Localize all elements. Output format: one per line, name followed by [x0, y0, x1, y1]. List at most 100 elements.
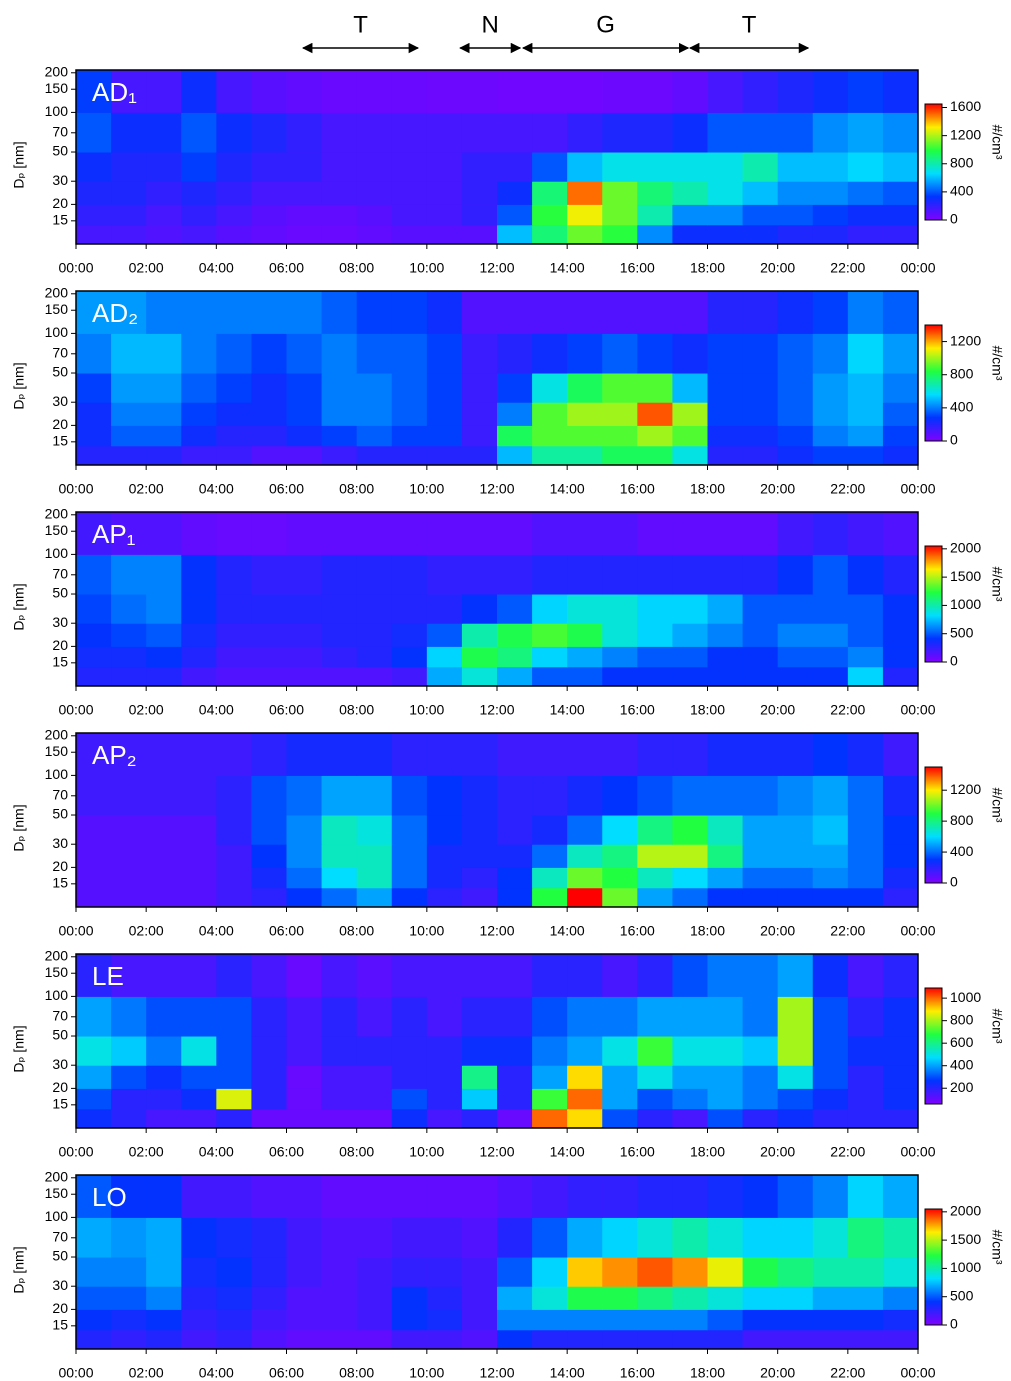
- x-tick-label: 00:00: [900, 702, 935, 718]
- x-tick-label: 00:00: [58, 1365, 93, 1381]
- heat-cell: [461, 1329, 498, 1350]
- heat-cell: [216, 425, 252, 447]
- heat-cell: [146, 1036, 182, 1066]
- heat-cell: [251, 815, 287, 845]
- x-tick-label: 20:00: [760, 923, 795, 939]
- heat-cell: [321, 112, 358, 153]
- heat-cell: [672, 1329, 708, 1350]
- heat-cell: [251, 1088, 287, 1110]
- heat-cell: [286, 373, 323, 403]
- heat-cell: [111, 554, 147, 595]
- heat-cell: [356, 1065, 393, 1089]
- heat-cell: [637, 1175, 673, 1218]
- heat-cell: [216, 867, 252, 889]
- heat-cell: [321, 70, 358, 113]
- heat-cell: [637, 402, 673, 426]
- heat-cell: [426, 70, 463, 113]
- heat-cell: [76, 996, 112, 1037]
- heat-cell: [812, 1065, 849, 1089]
- heat-cell: [111, 1329, 147, 1350]
- heat-cell: [181, 1217, 217, 1258]
- heat-cell: [532, 291, 568, 334]
- heat-cell: [567, 1088, 603, 1110]
- heat-cell: [426, 1088, 463, 1110]
- heat-cell: [76, 112, 112, 153]
- colorbar-tick-label: 400: [950, 1056, 974, 1072]
- heat-cell: [812, 1036, 849, 1066]
- heat-cell: [286, 1217, 323, 1258]
- heat-cell: [847, 775, 884, 816]
- heat-cell: [426, 112, 463, 153]
- heat-cell: [602, 1108, 638, 1129]
- x-tick-label: 04:00: [199, 1365, 234, 1381]
- heat-cell: [251, 867, 287, 889]
- heat-cell: [146, 1329, 182, 1350]
- heat-cell: [286, 844, 323, 868]
- colorbar: [924, 103, 943, 221]
- heat-cell: [567, 867, 603, 889]
- heat-cell: [602, 291, 638, 334]
- heat-cell: [602, 333, 638, 374]
- heat-cell: [391, 373, 428, 403]
- heat-cell: [707, 1036, 744, 1066]
- heat-cell: [356, 291, 393, 334]
- heat-cell: [812, 554, 849, 595]
- heat-cell: [391, 775, 428, 816]
- heat-cell: [532, 623, 568, 647]
- heat-cell: [497, 1329, 533, 1350]
- heat-cell: [426, 646, 463, 668]
- y-tick-label: 30: [52, 1277, 68, 1293]
- heat-cell: [672, 373, 708, 403]
- colorbar-tick-label: 0: [950, 211, 958, 227]
- heat-cell: [181, 152, 217, 182]
- heat-cell: [251, 1217, 287, 1258]
- heat-cell: [111, 666, 147, 687]
- heat-cell: [707, 291, 744, 334]
- heat-cell: [111, 181, 147, 205]
- heat-cell: [76, 1217, 112, 1258]
- heat-cell: [567, 666, 603, 687]
- y-tick-label: 30: [52, 172, 68, 188]
- heat-cell: [461, 1108, 498, 1129]
- heat-cell: [356, 152, 393, 182]
- heat-cell: [672, 844, 708, 868]
- heat-cell: [426, 224, 463, 245]
- heat-cell: [146, 1257, 182, 1287]
- heat-cell: [532, 512, 568, 555]
- heat-cell: [882, 775, 919, 816]
- heat-cell: [461, 666, 498, 687]
- phase-label: N: [481, 11, 498, 38]
- heat-cell: [742, 373, 779, 403]
- heat-cell: [76, 554, 112, 595]
- heat-cell: [426, 1286, 463, 1310]
- heat-cell: [181, 1286, 217, 1310]
- heat-cell: [742, 1088, 779, 1110]
- heat-cell: [812, 224, 849, 245]
- y-tick-label: 100: [45, 545, 69, 561]
- heat-cell: [637, 1217, 673, 1258]
- heat-cell: [216, 224, 252, 245]
- heat-cell: [707, 815, 744, 845]
- heat-cell: [216, 1175, 252, 1218]
- heat-cell: [707, 512, 744, 555]
- y-tick-label: 70: [52, 123, 68, 139]
- heat-cell: [882, 204, 919, 226]
- heat-cell: [707, 1309, 744, 1331]
- heat-cell: [637, 996, 673, 1037]
- heat-cell: [321, 996, 358, 1037]
- heat-cell: [567, 775, 603, 816]
- heat-cell: [181, 1175, 217, 1218]
- colorbar-tick-label: 1200: [950, 126, 981, 142]
- heat-cell: [497, 70, 533, 113]
- heat-cell: [76, 666, 112, 687]
- heat-cell: [321, 1257, 358, 1287]
- heat-cell: [426, 775, 463, 816]
- heat-cell: [497, 1036, 533, 1066]
- heat-cell: [426, 954, 463, 997]
- heat-cell: [567, 291, 603, 334]
- heat-cell: [286, 887, 323, 908]
- x-tick-label: 08:00: [339, 702, 374, 718]
- heat-cell: [707, 333, 744, 374]
- heat-cell: [882, 152, 919, 182]
- heat-cell: [777, 623, 814, 647]
